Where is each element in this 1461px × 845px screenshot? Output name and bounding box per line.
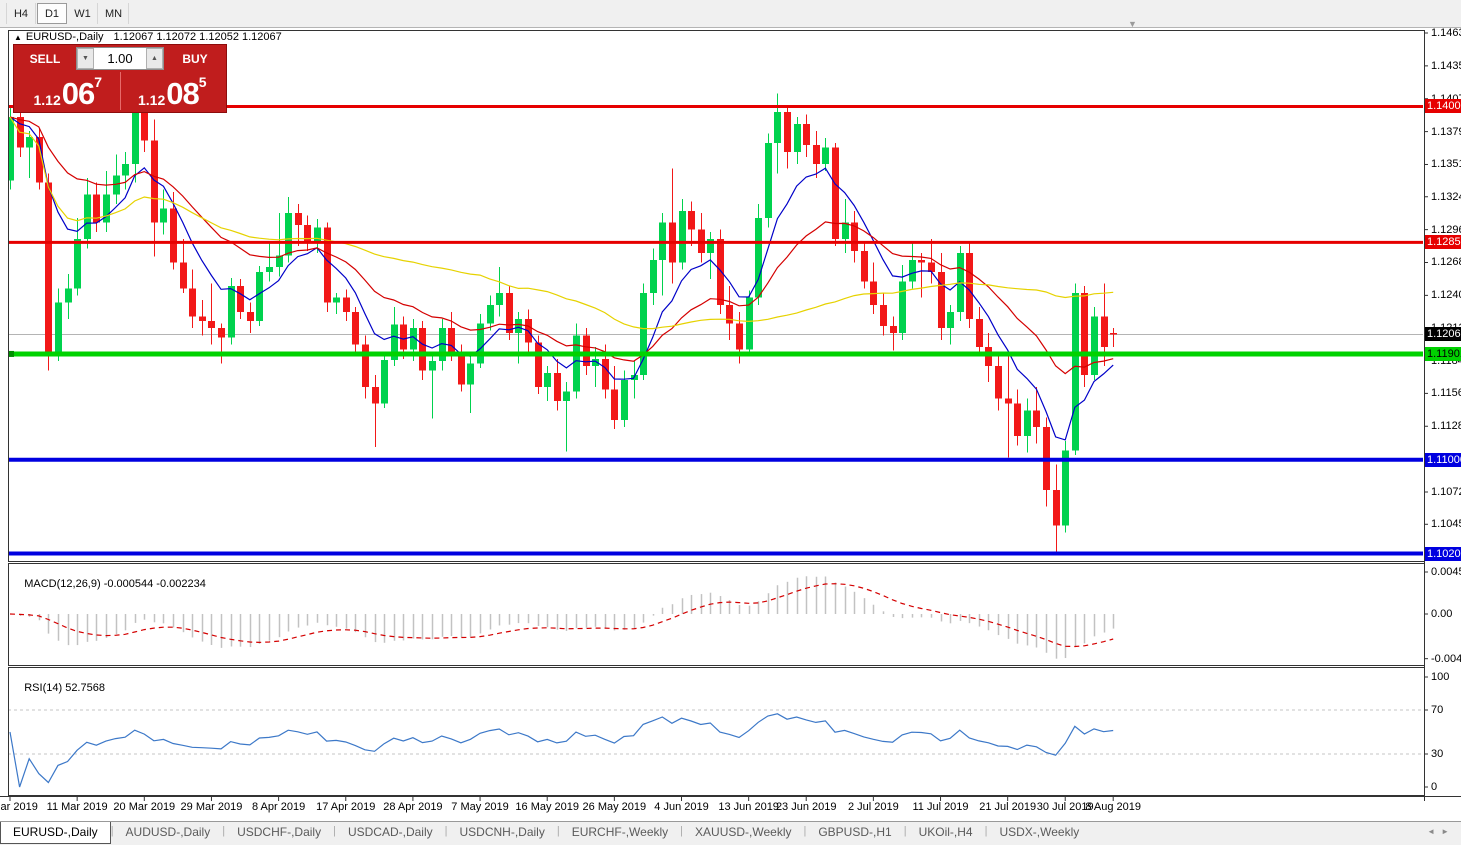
date-tick-label: 11 Mar 2019 [46, 801, 108, 813]
price-tick-label: 1.13240 [1431, 190, 1461, 203]
timeframe-button-h4[interactable]: H4 [6, 3, 36, 24]
rsi-axis-label: 100 [1431, 671, 1450, 683]
date-tick-label: 17 Apr 2019 [316, 801, 376, 813]
rsi-indicator-label: RSI(14) 52.7568 [24, 682, 105, 694]
sell-price-big: 06 [61, 75, 95, 111]
collapse-panel-icon[interactable]: ▼ [1128, 19, 1137, 29]
price-tick-label: 1.13795 [1431, 125, 1461, 138]
macd-axis-label: 0.00 [1431, 608, 1453, 620]
tab-separator: | [110, 825, 114, 837]
tab-audusd-daily[interactable]: AUDUSD-,Daily [125, 825, 211, 839]
price-tick-label: 1.14635 [1431, 27, 1461, 39]
tab-gbpusd-h1[interactable]: GBPUSD-,H1 [818, 825, 892, 839]
price-tick-label: 1.14355 [1431, 59, 1461, 72]
rsi-axis-label: 30 [1431, 748, 1444, 760]
volume-input[interactable]: 1.00 [107, 51, 133, 66]
tab-eurusd-daily[interactable]: EURUSD-,Daily [0, 822, 111, 844]
date-tick-label: 26 May 2019 [582, 801, 647, 813]
date-tick-label: 7 May 2019 [451, 801, 509, 813]
chart-symbol-label: EURUSD-,Daily [25, 31, 104, 43]
rsi-axis-label: 0 [1431, 781, 1438, 793]
macd-axis-label: -0.004806 [1431, 652, 1461, 665]
timeframe-toolbar: H4 D1 W1 MN [0, 0, 1461, 28]
sell-price-sup: 7 [94, 74, 103, 90]
macd-axis-label: 0.004517 [1431, 566, 1461, 578]
tab-eurchf-weekly[interactable]: EURCHF-,Weekly [571, 825, 669, 839]
date-tick-label: 8 Apr 2019 [251, 801, 306, 813]
date-tick-label: 30 Jul 2019 [1036, 801, 1094, 813]
one-click-trading-panel: SELL ▼ 1.00 ▲ BUY 1.12 06 7 1.12 08 5 [13, 44, 227, 113]
tab-usdchf-daily[interactable]: USDCHF-,Daily [237, 825, 322, 839]
buy-button[interactable]: BUY [182, 51, 208, 66]
date-tick-label: 4 Jun 2019 [654, 801, 709, 813]
date-tick-label: 16 May 2019 [515, 801, 580, 813]
tab-separator: | [222, 825, 226, 837]
macd-indicator-label: MACD(12,26,9) -0.000544 -0.002234 [24, 578, 206, 590]
volume-decrease-button[interactable]: ▼ [77, 48, 94, 69]
tab-separator: | [444, 825, 448, 837]
chart-ohlc-values: 1.12067 1.12072 1.12052 1.12067 [113, 31, 282, 43]
price-tick-label: 1.12960 [1431, 223, 1461, 236]
date-tick-label: 29 Mar 2019 [180, 801, 243, 813]
date-tick-label: 21 Jul 2019 [979, 801, 1037, 813]
date-tick-label: 1 Mar 2019 [0, 801, 38, 813]
tab-ukoil-h4[interactable]: UKOil-,H4 [918, 825, 973, 839]
price-tick-label: 1.10450 [1431, 518, 1461, 531]
tab-scroll-arrows[interactable]: ◄► [1427, 827, 1455, 836]
buy-price-display[interactable]: 1.12 08 5 [121, 72, 225, 110]
tab-separator: | [556, 825, 560, 837]
price-tick-label: 1.11565 [1431, 387, 1461, 400]
price-tick-label: 1.12400 [1431, 289, 1461, 302]
buy-price-big: 08 [166, 75, 199, 111]
rsi-axis-label: 70 [1431, 704, 1444, 716]
tab-usdx-weekly[interactable]: USDX-,Weekly [999, 825, 1080, 839]
buy-price-sup: 5 [198, 74, 207, 90]
tab-separator: | [803, 825, 807, 837]
subwindow-expand-icon[interactable]: ▲ [14, 32, 22, 42]
price-tick-label: 1.10725 [1431, 485, 1461, 498]
date-tick-label: 23 Jun 2019 [775, 801, 837, 813]
tab-separator: | [903, 825, 907, 837]
date-tick-label: 28 Apr 2019 [383, 801, 443, 813]
sell-button[interactable]: SELL [29, 51, 61, 66]
date-tick-label: 20 Mar 2019 [113, 801, 176, 813]
price-tick-label: 1.12680 [1431, 256, 1461, 269]
chart-title: ▲ EURUSD-,Daily 1.12067 1.12072 1.12052 … [14, 31, 282, 43]
tab-xauusd-weekly[interactable]: XAUUSD-,Weekly [695, 825, 792, 839]
tab-usdcad-daily[interactable]: USDCAD-,Daily [347, 825, 433, 839]
tab-separator: | [680, 825, 684, 837]
volume-increase-button[interactable]: ▲ [146, 48, 163, 69]
price-marker-1.11000: 1.11000 [1425, 452, 1461, 467]
price-marker-1.10201: 1.10201 [1425, 546, 1461, 561]
date-tick-label: 8 Aug 2019 [1085, 801, 1142, 813]
timeframe-button-d1[interactable]: D1 [37, 3, 67, 24]
sell-price-base: 1.12 [33, 92, 61, 108]
price-tick-label: 1.11285 [1431, 420, 1461, 433]
price-tick-label: 1.13515 [1431, 158, 1461, 171]
timeframe-button-w1[interactable]: W1 [68, 3, 98, 24]
tab-separator: | [333, 825, 336, 837]
chart-tab-bar: EURUSD-,Daily | AUDUSD-,Daily | USDCHF-,Dail… [0, 821, 1461, 845]
buy-price-base: 1.12 [137, 92, 166, 108]
date-tick-label: 13 Jun 2019 [718, 801, 779, 813]
timeframe-button-mn[interactable]: MN [99, 3, 129, 24]
tab-usdcnh-daily[interactable]: USDCNH-,Daily [459, 825, 545, 839]
sell-price-display[interactable]: 1.12 06 7 [16, 72, 121, 110]
date-tick-label: 2 Jul 2019 [847, 801, 899, 813]
price-marker-1.12067: 1.12067 [1425, 327, 1461, 342]
date-tick-label: 11 Jul 2019 [912, 801, 969, 813]
tab-separator: | [984, 825, 988, 837]
price-marker-1.14009: 1.14009 [1425, 99, 1461, 114]
